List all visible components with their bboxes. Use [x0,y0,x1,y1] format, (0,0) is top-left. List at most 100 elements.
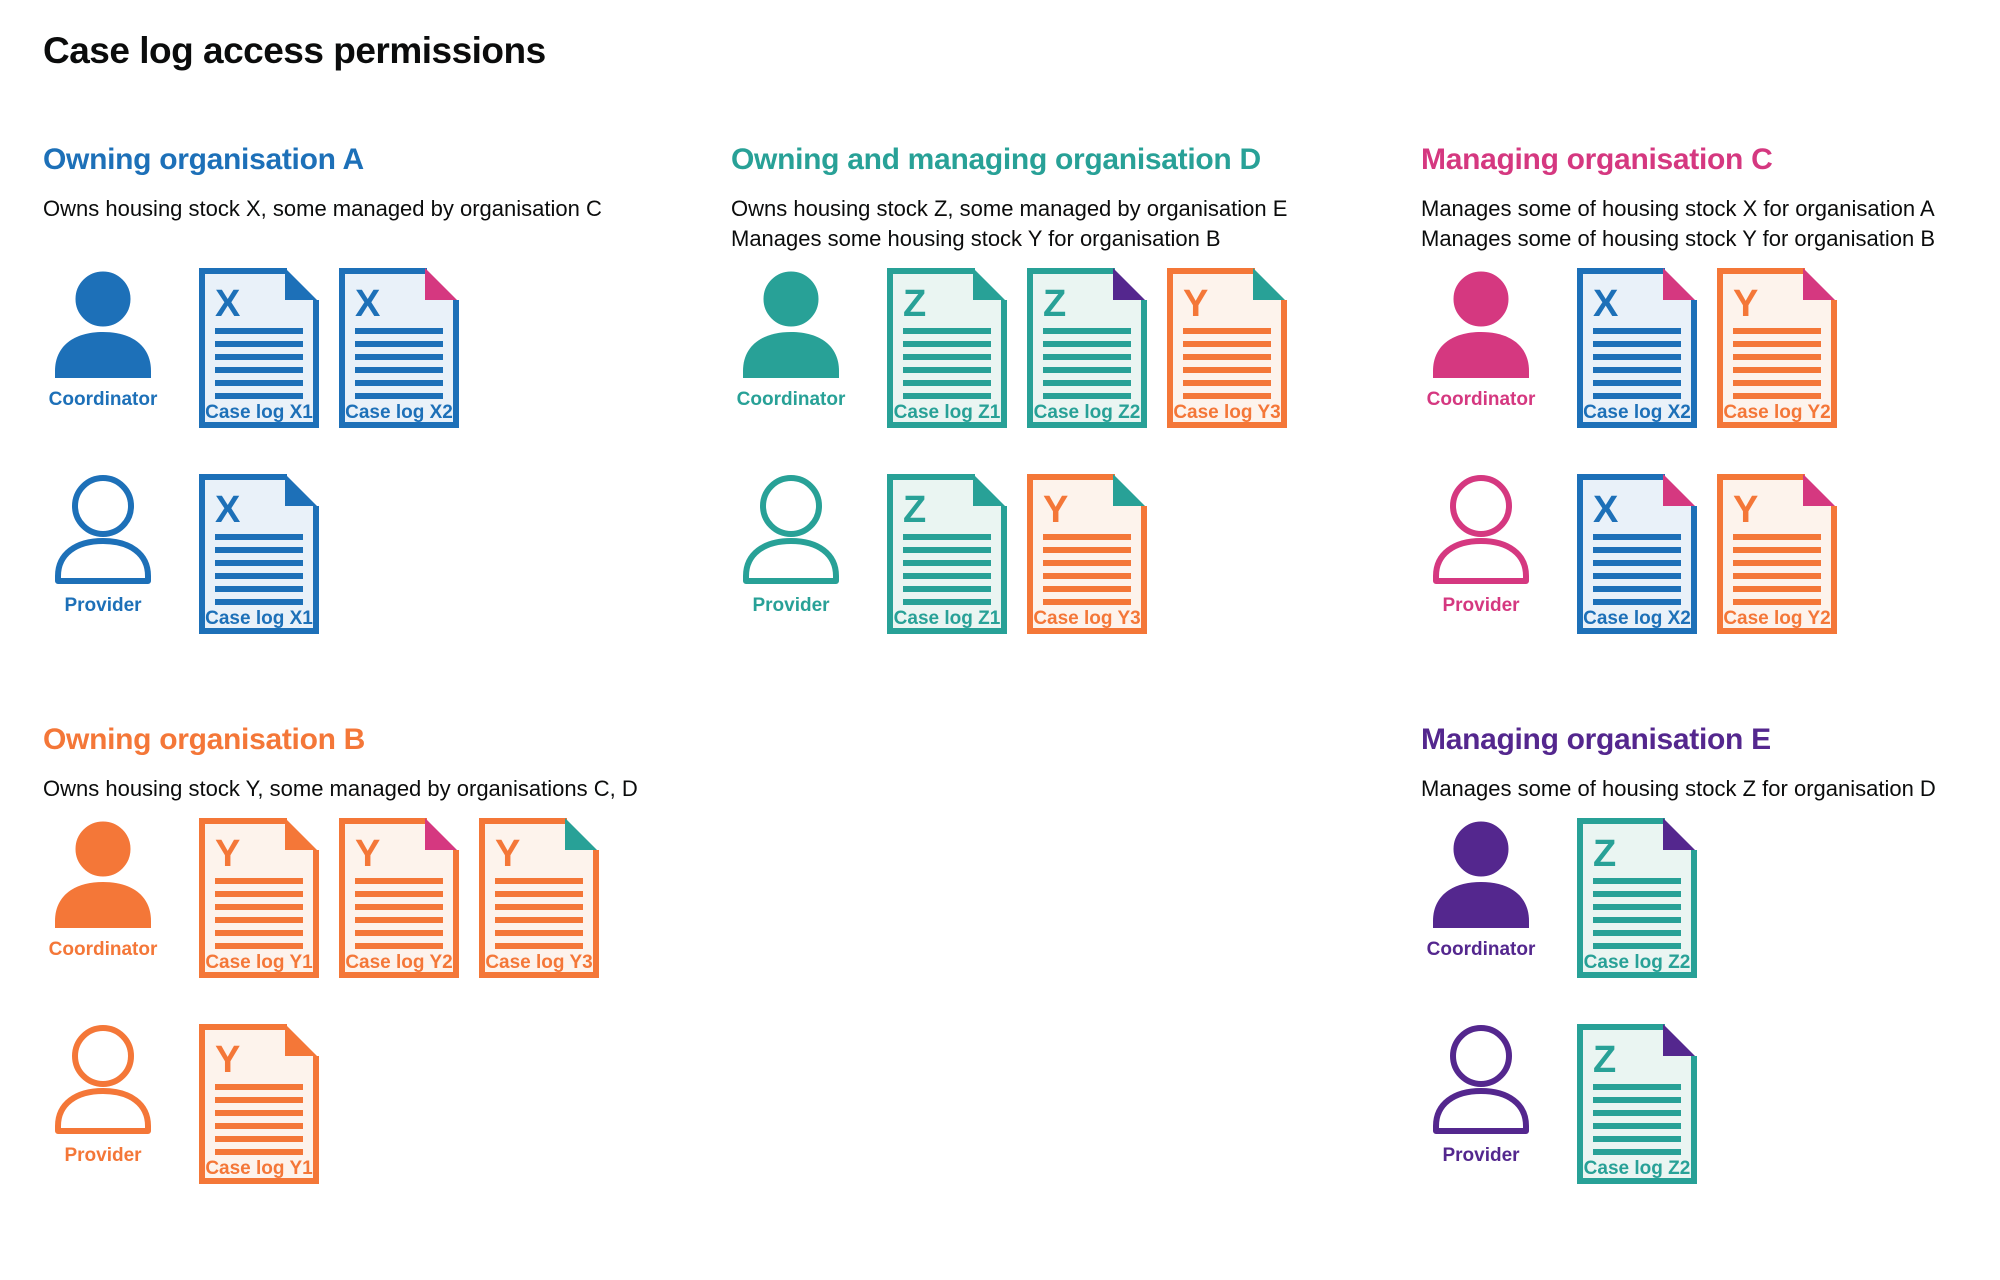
organisation-description-line: Owns housing stock Z, some managed by or… [731,196,1288,221]
document-stock-letter: Y [215,833,240,875]
document-border [1717,268,1837,428]
coordinator-person: Coordinator [43,268,163,411]
provider-person: Provider [1421,1024,1541,1167]
folded-corner-icon [285,818,317,850]
organisation-description-line: Owns housing stock X, some managed by or… [43,196,602,221]
organisation-heading: Owning organisation B [43,723,366,756]
role-label: Coordinator [1426,389,1536,410]
case-log-documents: Y Case log Y1 Y Case log Y2 Y Case log Y3 [199,818,599,978]
document-page [341,270,457,426]
case-log-documents: X Case log X2 Y Case log Y2 [1577,268,1837,428]
case-log-document: Z Case log Z2 [1577,1024,1697,1184]
document-icon: Y Case log Y2 [339,818,459,978]
document-text-lines [1593,1084,1681,1155]
folded-corner-icon [1663,818,1695,850]
document-icon: Y Case log Y3 [1027,474,1147,634]
document-stock-letter: Y [215,1039,240,1081]
document-text-lines [355,328,443,399]
organisation-section-d: Owning and managing organisation D Owns h… [731,143,1287,634]
document-label: Case log Z1 [894,608,1001,629]
document-text-lines [1593,534,1681,605]
provider-row: Provider Y Case log Y1 [43,1024,638,1184]
case-log-document: Z Case log Z2 [1577,818,1697,978]
document-page [1579,476,1695,632]
folded-corner-icon [1663,1024,1695,1056]
document-label: Case log Y2 [1723,608,1830,629]
document-icon: Z Case log Z2 [1577,1024,1697,1184]
folded-corner-icon [565,818,597,850]
document-border [1577,818,1697,978]
document-page [201,476,317,632]
folded-corner-icon [285,268,317,300]
case-log-document: X Case log X1 [199,474,319,634]
organisation-description: Owns housing stock X, some managed by or… [43,194,602,254]
folded-corner-icon [1803,268,1835,300]
case-log-document: X Case log X2 [339,268,459,428]
organisation-heading: Managing organisation E [1421,723,1771,756]
role-rows: Coordinator Z Case log Z1 Z Case log Z2 Y Case… [731,268,1287,634]
role-label: Coordinator [1426,939,1536,960]
document-page [1169,270,1285,426]
document-label: Case log X1 [205,402,313,423]
document-page [1579,820,1695,976]
role-label: Provider [64,1145,142,1166]
document-label: Case log Y2 [345,952,452,973]
document-icon: X Case log X2 [1577,268,1697,428]
case-log-document: Z Case log Z1 [887,268,1007,428]
document-icon: Z Case log Z1 [887,474,1007,634]
document-page [1579,270,1695,426]
coordinator-person: Coordinator [43,818,163,961]
document-icon: X Case log X2 [339,268,459,428]
document-text-lines [1043,328,1131,399]
document-text-lines [903,534,991,605]
provider-person-icon [55,1025,151,1134]
document-stock-letter: Y [1733,283,1758,325]
case-log-document: Z Case log Z1 [887,474,1007,634]
organisation-heading: Owning organisation A [43,143,364,176]
document-stock-letter: Z [1593,1039,1616,1081]
document-label: Case log Y1 [205,1158,313,1179]
document-label: Case log Y1 [205,952,313,973]
role-rows: Coordinator X Case log X1 X Case log X2 Provi… [43,268,602,634]
folded-corner-icon [1803,474,1835,506]
document-border [199,818,319,978]
organisation-description: Manages some of housing stock Z for orga… [1421,774,1936,804]
folded-corner-icon [285,1024,317,1056]
organisation-section-e: Managing organisation E Manages some of h… [1421,723,1936,1184]
document-label: Case log Y3 [1173,402,1280,423]
organisation-description-line: Manages some of housing stock Z for orga… [1421,776,1936,801]
organisation-description-line: Manages some of housing stock X for orga… [1421,196,1935,221]
coordinator-person: Coordinator [1421,268,1541,411]
document-border [479,818,599,978]
coordinator-row: Coordinator Z Case log Z2 [1421,818,1936,978]
document-label: Case log X2 [1583,608,1691,629]
document-label: Case log X2 [1583,402,1691,423]
folded-corner-icon [425,268,457,300]
document-border [1577,1024,1697,1184]
case-log-document: X Case log X1 [199,268,319,428]
provider-person: Provider [43,1024,163,1167]
role-rows: Coordinator Z Case log Z2 Provider Z Case log… [1421,818,1936,1184]
organisation-description-line: Manages some housing stock Y for organis… [731,226,1221,251]
coordinator-row: Coordinator Y Case log Y1 Y Case log Y2 Y Case… [43,818,638,978]
role-rows: Coordinator X Case log X2 Y Case log Y2 Provi… [1421,268,1935,634]
case-log-documents: X Case log X1 X Case log X2 [199,268,459,428]
coordinator-person: Coordinator [1421,818,1541,961]
document-page [201,820,317,976]
document-label: Case log Z1 [894,402,1001,423]
document-text-lines [1183,328,1271,399]
organisation-section-b: Owning organisation B Owns housing stock … [43,723,638,1184]
document-icon: Y Case log Y1 [199,1024,319,1184]
document-stock-letter: X [1593,283,1619,325]
document-icon: Y Case log Y2 [1717,268,1837,428]
provider-person-icon [1433,475,1529,584]
document-page [889,270,1005,426]
folded-corner-icon [1113,474,1145,506]
provider-person: Provider [1421,474,1541,617]
case-log-documents: Y Case log Y1 [199,1024,319,1184]
document-icon: Y Case log Y3 [479,818,599,978]
document-page [201,270,317,426]
case-log-document: Y Case log Y1 [199,818,319,978]
document-stock-letter: Y [1183,283,1208,325]
organisation-heading: Owning and managing organisation D [731,143,1261,176]
